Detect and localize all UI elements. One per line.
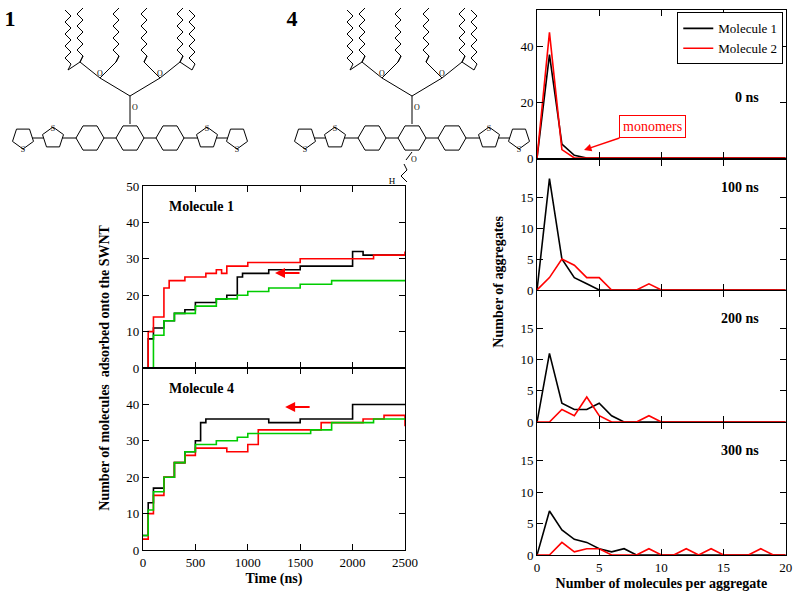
- svg-text:2500: 2500: [392, 555, 418, 570]
- svg-text:30: 30: [126, 251, 139, 266]
- svg-text:Molecule 4: Molecule 4: [169, 381, 234, 396]
- svg-text:0: 0: [140, 555, 147, 570]
- svg-text:20: 20: [126, 470, 139, 485]
- svg-text:20: 20: [779, 560, 792, 575]
- svg-text:S: S: [21, 145, 25, 154]
- svg-text:500: 500: [186, 555, 206, 570]
- svg-text:monomers: monomers: [623, 119, 682, 134]
- svg-text:0: 0: [527, 283, 534, 298]
- svg-text:S: S: [205, 124, 209, 133]
- svg-text:40: 40: [126, 215, 139, 230]
- svg-text:O: O: [132, 103, 138, 112]
- svg-text:200 ns: 200 ns: [721, 311, 759, 326]
- svg-text:1000: 1000: [235, 555, 261, 570]
- svg-text:50: 50: [126, 179, 139, 194]
- svg-text:0: 0: [527, 415, 534, 430]
- svg-text:0: 0: [527, 151, 534, 166]
- svg-text:0: 0: [534, 560, 541, 575]
- svg-text:15: 15: [717, 560, 730, 575]
- svg-text:H: H: [389, 176, 396, 186]
- svg-text:0: 0: [133, 543, 140, 558]
- svg-text:4: 4: [287, 6, 298, 31]
- svg-text:O: O: [411, 155, 417, 164]
- svg-text:S: S: [517, 145, 521, 154]
- svg-text:Number of molecules adsorbed: Number of molecules adsorbed onto the SW…: [97, 224, 112, 510]
- svg-text:40: 40: [520, 39, 533, 54]
- svg-text:30: 30: [126, 433, 139, 448]
- svg-text:300 ns: 300 ns: [721, 443, 759, 458]
- svg-text:O: O: [414, 103, 420, 112]
- svg-text:0 ns: 0 ns: [735, 90, 759, 105]
- svg-text:S: S: [303, 145, 307, 154]
- svg-text:10: 10: [520, 352, 533, 367]
- svg-text:10: 10: [126, 324, 139, 339]
- svg-text:Time (ns): Time (ns): [246, 571, 303, 587]
- svg-text:Molecule 2: Molecule 2: [718, 41, 777, 56]
- svg-text:2000: 2000: [340, 555, 366, 570]
- svg-text:Molecule 1: Molecule 1: [169, 199, 234, 214]
- svg-text:10: 10: [655, 560, 668, 575]
- svg-text:10: 10: [520, 485, 533, 500]
- svg-text:S: S: [487, 124, 491, 133]
- svg-text:15: 15: [520, 453, 533, 468]
- svg-text:0: 0: [133, 361, 140, 376]
- svg-text:Number of aggregates: Number of aggregates: [491, 215, 506, 347]
- svg-text:15: 15: [520, 190, 533, 205]
- svg-text:S: S: [333, 124, 337, 133]
- svg-text:40: 40: [126, 397, 139, 412]
- svg-text:5: 5: [527, 383, 534, 398]
- svg-text:1: 1: [5, 6, 16, 31]
- svg-text:10: 10: [126, 506, 139, 521]
- svg-text:10: 10: [520, 221, 533, 236]
- svg-text:5: 5: [527, 252, 534, 267]
- svg-text:100 ns: 100 ns: [721, 180, 759, 195]
- svg-text:5: 5: [596, 560, 603, 575]
- svg-text:S: S: [235, 145, 239, 154]
- svg-text:O: O: [439, 69, 445, 78]
- svg-text:O: O: [379, 69, 385, 78]
- svg-text:20: 20: [520, 95, 533, 110]
- svg-text:Number of molecules per aggreg: Number of molecules per aggregate: [556, 576, 768, 591]
- svg-text:1500: 1500: [287, 555, 313, 570]
- svg-text:20: 20: [126, 288, 139, 303]
- svg-text:O: O: [97, 69, 103, 78]
- svg-text:Molecule 1: Molecule 1: [718, 21, 777, 36]
- svg-text:O: O: [157, 69, 163, 78]
- svg-text:5: 5: [527, 516, 534, 531]
- svg-text:S: S: [51, 124, 55, 133]
- svg-text:0: 0: [527, 548, 534, 563]
- svg-text:15: 15: [520, 321, 533, 336]
